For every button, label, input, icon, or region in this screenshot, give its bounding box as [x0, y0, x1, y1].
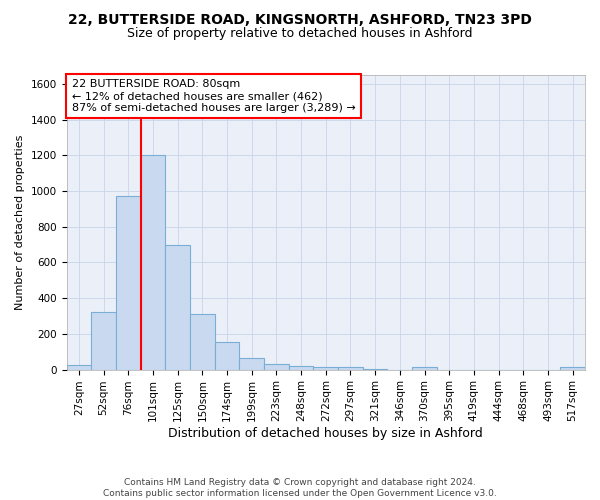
Bar — [560, 367, 585, 370]
Text: 22 BUTTERSIDE ROAD: 80sqm
← 12% of detached houses are smaller (462)
87% of semi: 22 BUTTERSIDE ROAD: 80sqm ← 12% of detac… — [72, 80, 355, 112]
Text: 22, BUTTERSIDE ROAD, KINGSNORTH, ASHFORD, TN23 3PD: 22, BUTTERSIDE ROAD, KINGSNORTH, ASHFORD… — [68, 12, 532, 26]
Bar — [289, 366, 313, 370]
Bar — [338, 367, 363, 370]
Bar — [313, 367, 338, 370]
Bar — [91, 312, 116, 370]
Bar — [116, 196, 140, 370]
Bar — [239, 358, 264, 370]
Text: Size of property relative to detached houses in Ashford: Size of property relative to detached ho… — [127, 28, 473, 40]
Bar — [363, 368, 388, 370]
Bar — [67, 365, 91, 370]
Bar — [190, 314, 215, 370]
Bar — [264, 364, 289, 370]
Text: Contains HM Land Registry data © Crown copyright and database right 2024.
Contai: Contains HM Land Registry data © Crown c… — [103, 478, 497, 498]
X-axis label: Distribution of detached houses by size in Ashford: Distribution of detached houses by size … — [169, 427, 483, 440]
Y-axis label: Number of detached properties: Number of detached properties — [15, 134, 25, 310]
Bar — [165, 244, 190, 370]
Bar — [215, 342, 239, 369]
Bar — [140, 156, 165, 370]
Bar — [412, 367, 437, 370]
